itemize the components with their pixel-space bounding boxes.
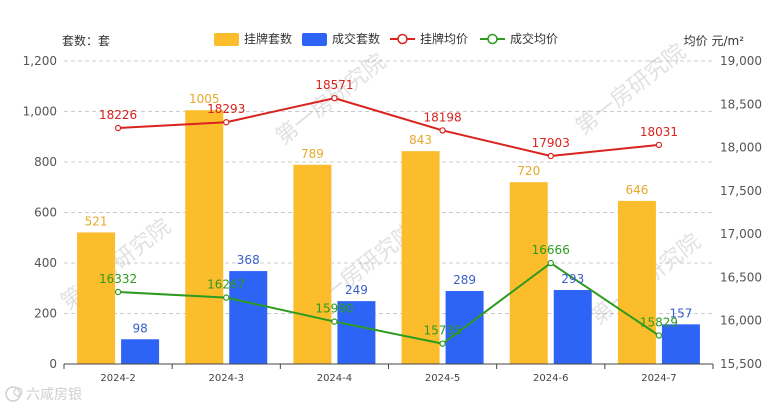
- bar: [337, 301, 376, 364]
- right-tick-label: 18,500: [720, 97, 762, 111]
- left-tick-label: 200: [34, 307, 57, 321]
- line-value-label: 16666: [532, 243, 570, 257]
- left-tick-label: 0: [49, 357, 57, 371]
- legend-swatch: [302, 33, 327, 46]
- line-point: [547, 259, 554, 267]
- line-value-label: 17903: [532, 136, 570, 150]
- bar: [553, 290, 592, 364]
- left-tick-label: 600: [34, 206, 57, 220]
- bar: [661, 324, 700, 364]
- line-point: [439, 127, 446, 134]
- logo-icon: [5, 386, 21, 402]
- bar-value-label: 521: [85, 214, 108, 228]
- line-value-label: 16267: [207, 278, 245, 292]
- legend-label: 成交均价: [510, 31, 558, 46]
- watermark-text: 第一房研究院: [56, 214, 175, 315]
- line-value-label: 16332: [99, 272, 137, 286]
- bar-value-label: 1005: [189, 92, 220, 106]
- legend-label: 成交套数: [332, 31, 380, 46]
- line-value-label: 18293: [207, 102, 245, 116]
- line-value-label: 15735: [423, 324, 461, 338]
- logo: 六咸房银: [5, 386, 82, 403]
- right-tick-label: 19,000: [720, 54, 762, 68]
- line-point: [223, 294, 230, 301]
- left-tick-label: 1,000: [23, 105, 57, 119]
- line-point: [547, 152, 554, 160]
- legend-swatch: [214, 33, 239, 46]
- bar-value-label: 157: [669, 306, 692, 320]
- x-tick-label: 2024-3: [209, 373, 244, 384]
- lines: [114, 94, 663, 347]
- logo-text: 六咸房银: [26, 387, 82, 403]
- left-tick-label: 800: [34, 155, 57, 169]
- series-line: [118, 97, 660, 157]
- bar-value-label: 843: [409, 133, 432, 147]
- x-tick-label: 2024-6: [533, 373, 568, 384]
- series-line: [118, 261, 660, 345]
- legend-label: 挂牌均价: [420, 32, 468, 46]
- grid: [64, 60, 713, 314]
- left-tick-label: 1,200: [23, 54, 57, 68]
- line-point: [223, 119, 230, 126]
- bars: [77, 110, 700, 364]
- bar-value-label: 646: [625, 183, 648, 197]
- right-tick-label: 18,000: [720, 141, 762, 155]
- legend-marker: [397, 33, 408, 45]
- axes: 0 200 400 600 800 1,000 1,200 15,500 16,000 16,50…: [23, 54, 762, 384]
- right-axis-title: 均价 元/m²: [684, 34, 745, 48]
- bar: [185, 110, 224, 364]
- right-tick-label: 16,500: [720, 270, 762, 284]
- bar-value-label: 293: [561, 272, 584, 286]
- line-point: [331, 94, 338, 102]
- line-point: [331, 318, 338, 325]
- line-point: [114, 288, 122, 296]
- bar-value-label: 249: [345, 283, 368, 297]
- bar-value-label: 98: [132, 321, 147, 335]
- bar-value-label: 789: [301, 147, 324, 161]
- legend: 挂牌套数 成交套数 挂牌均价 成交均价: [214, 31, 558, 46]
- right-tick-label: 15,500: [720, 357, 762, 371]
- legend-label: 挂牌套数: [244, 31, 292, 46]
- bar-value-label: 720: [517, 164, 540, 178]
- line-value-label: 18031: [640, 125, 678, 139]
- watermark: 第一房研究院第一房研究院第一房研究院第一房研究院第一房研究院: [56, 39, 705, 330]
- left-axis-title: 套数：套: [62, 33, 110, 48]
- line-value-label: 18226: [99, 108, 137, 122]
- bar: [293, 164, 332, 364]
- data-labels: 521 1005 789 843 720 646 98 368 249 289 293 157 1822…: [85, 78, 693, 338]
- bar-value-label: 368: [237, 253, 260, 267]
- bar-value-label: 289: [453, 273, 476, 287]
- line-value-label: 15990: [315, 302, 353, 316]
- line-point: [439, 340, 446, 347]
- bar: [401, 151, 440, 364]
- line-value-label: 18198: [423, 110, 461, 124]
- bar: [121, 339, 160, 364]
- right-tick-label: 16,000: [720, 314, 762, 328]
- line-point: [655, 332, 663, 339]
- left-tick-label: 400: [34, 256, 57, 270]
- bar: [617, 200, 656, 364]
- bar: [77, 232, 116, 364]
- line-value-label: 15829: [640, 316, 678, 330]
- x-tick-label: 2024-4: [317, 373, 352, 384]
- x-tick-label: 2024-7: [641, 373, 676, 384]
- bar: [229, 271, 268, 364]
- line-point: [655, 141, 663, 149]
- right-tick-label: 17,000: [720, 227, 762, 241]
- line-point: [114, 124, 122, 132]
- right-tick-label: 17,500: [720, 184, 762, 198]
- bar: [509, 182, 548, 364]
- line-value-label: 18571: [315, 78, 353, 92]
- legend-marker: [487, 33, 498, 45]
- x-tick-label: 2024-2: [100, 373, 135, 384]
- x-tick-label: 2024-5: [425, 373, 460, 384]
